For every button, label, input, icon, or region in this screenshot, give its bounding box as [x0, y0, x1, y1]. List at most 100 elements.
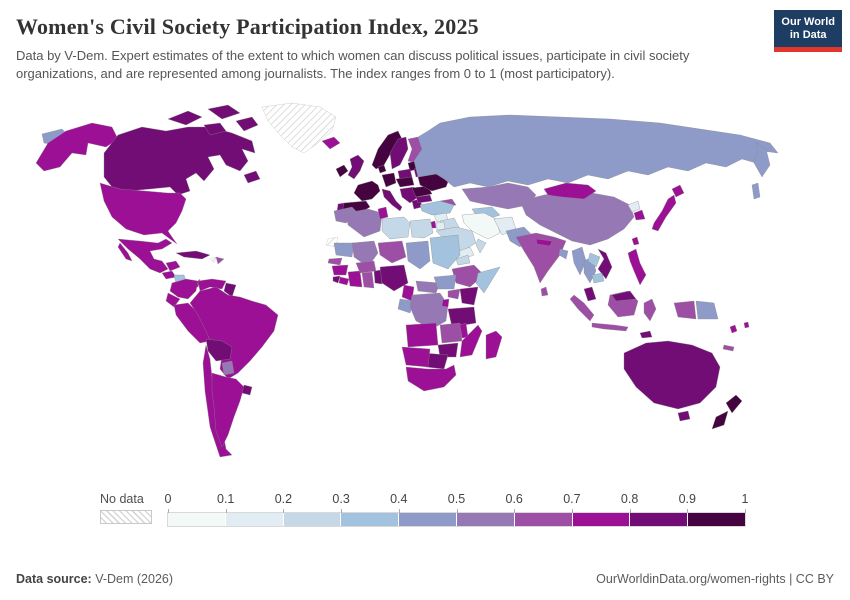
region-japan[interactable]	[651, 195, 677, 232]
region-tasmania[interactable]	[677, 411, 691, 422]
region-vietnam[interactable]	[597, 249, 613, 280]
region-oman[interactable]	[475, 239, 487, 254]
region-mongolia[interactable]	[543, 183, 597, 200]
region-tanzania[interactable]	[447, 307, 477, 328]
region-vanuatu[interactable]	[743, 322, 750, 329]
region-chad[interactable]	[405, 241, 431, 270]
region-zimbabwe[interactable]	[437, 343, 459, 358]
region-united-kingdom[interactable]	[347, 155, 365, 180]
region-papua-new-guinea[interactable]	[695, 301, 719, 320]
region-ecuador[interactable]	[165, 293, 181, 308]
legend-bin-0.3–0.4[interactable]	[341, 513, 400, 527]
region-south-sudan[interactable]	[433, 275, 457, 290]
region-malaysia-borneo[interactable]	[611, 291, 637, 302]
region-nepal[interactable]	[535, 239, 553, 247]
region-sakhalin[interactable]	[751, 183, 761, 200]
no-data-swatch[interactable]	[100, 510, 152, 525]
region-romania[interactable]	[411, 186, 433, 198]
region-sudan[interactable]	[429, 235, 461, 270]
legend-bin-0.1–0.2[interactable]	[225, 513, 284, 527]
region-ireland[interactable]	[335, 165, 349, 178]
region-new-zealand-south[interactable]	[711, 411, 729, 430]
region-russia[interactable]	[413, 115, 779, 188]
region-chile[interactable]	[202, 345, 233, 458]
region-newfoundland[interactable]	[243, 171, 261, 184]
region-myanmar[interactable]	[571, 247, 587, 276]
region-sweden[interactable]	[389, 137, 409, 170]
region-south-korea[interactable]	[633, 210, 646, 221]
region-kamchatka[interactable]	[753, 143, 771, 178]
region-tunisia[interactable]	[377, 207, 389, 220]
owid-link[interactable]: OurWorldinData.org/women-rights	[596, 572, 786, 586]
legend-bin-0.4–0.5[interactable]	[399, 513, 457, 527]
region-mexico[interactable]	[117, 239, 173, 274]
region-central-europe[interactable]	[395, 177, 415, 188]
region-greenland[interactable]	[261, 103, 337, 154]
region-germany[interactable]	[381, 173, 397, 188]
region-central-african-republic[interactable]	[415, 281, 441, 294]
region-egypt[interactable]	[409, 219, 434, 239]
region-somalia[interactable]	[475, 267, 501, 294]
region-sierra-leone[interactable]	[332, 276, 341, 284]
region-kenya[interactable]	[459, 287, 479, 306]
region-jordan[interactable]	[435, 222, 446, 231]
region-turkey[interactable]	[419, 201, 455, 216]
region-iceland[interactable]	[321, 137, 341, 150]
legend-bin-0.5–0.6[interactable]	[456, 513, 515, 527]
region-mauritania[interactable]	[333, 243, 355, 258]
region-java[interactable]	[591, 323, 629, 332]
region-baja[interactable]	[117, 243, 133, 262]
legend-no-data[interactable]: No data	[100, 492, 152, 525]
region-hokkaido[interactable]	[671, 185, 685, 198]
region-argentina[interactable]	[211, 373, 245, 448]
legend-bin-0.9–1[interactable]	[688, 513, 745, 527]
region-bulgaria[interactable]	[415, 195, 433, 204]
region-north-korea[interactable]	[627, 201, 641, 213]
region-iran[interactable]	[461, 213, 501, 240]
region-south-africa[interactable]	[405, 365, 457, 392]
region-dr-congo[interactable]	[409, 293, 449, 330]
region-ivory-coast[interactable]	[347, 271, 363, 288]
region-liberia[interactable]	[338, 277, 350, 286]
region-libya[interactable]	[381, 217, 411, 240]
region-eritrea[interactable]	[455, 255, 471, 266]
region-uruguay[interactable]	[241, 385, 253, 396]
region-brazil[interactable]	[189, 287, 279, 380]
region-australia[interactable]	[623, 341, 721, 410]
region-india[interactable]	[515, 233, 567, 284]
region-mozambique[interactable]	[459, 325, 483, 358]
region-paraguay[interactable]	[221, 361, 235, 376]
region-canada-arctic-1[interactable]	[167, 111, 203, 126]
legend-bin-0.6–0.7[interactable]	[514, 513, 573, 527]
legend-bin-0–0.1[interactable]	[168, 513, 226, 527]
region-cuba[interactable]	[175, 251, 211, 260]
region-colombia[interactable]	[169, 279, 199, 300]
region-niger[interactable]	[377, 241, 407, 264]
region-timor-leste[interactable]	[639, 331, 653, 339]
region-canada[interactable]	[103, 127, 256, 196]
region-algeria[interactable]	[345, 209, 383, 238]
region-mali[interactable]	[351, 241, 379, 268]
legend-bin-0.7–0.8[interactable]	[572, 513, 631, 527]
region-togo-benin[interactable]	[373, 270, 383, 285]
region-gabon-congo[interactable]	[397, 299, 415, 314]
region-sumatra[interactable]	[569, 295, 595, 322]
region-guinea[interactable]	[331, 265, 349, 276]
region-yucatan[interactable]	[165, 261, 181, 272]
region-haiti[interactable]	[209, 257, 217, 264]
region-france[interactable]	[353, 181, 381, 202]
region-fiji[interactable]	[729, 325, 738, 334]
region-new-caledonia[interactable]	[722, 345, 735, 352]
region-philippines[interactable]	[627, 249, 647, 286]
region-canada-arctic-2[interactable]	[207, 105, 241, 120]
legend-bin-0.8–0.9[interactable]	[630, 513, 689, 527]
region-canada-arctic-3[interactable]	[203, 123, 227, 136]
region-cambodia[interactable]	[591, 273, 605, 284]
region-sri-lanka[interactable]	[540, 287, 549, 297]
region-namibia[interactable]	[401, 347, 431, 368]
region-bangladesh[interactable]	[558, 249, 569, 260]
region-alaska[interactable]	[35, 123, 119, 172]
region-usa[interactable]	[99, 183, 187, 245]
region-burkina-faso[interactable]	[355, 261, 377, 274]
region-uganda[interactable]	[447, 289, 461, 300]
